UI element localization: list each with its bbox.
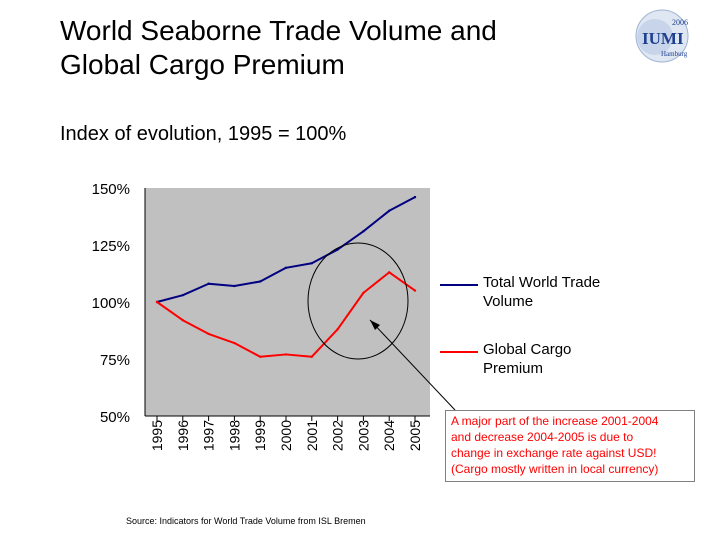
data-point <box>155 300 159 304</box>
legend-label: Volume <box>483 293 533 310</box>
data-point <box>362 230 365 233</box>
source-note: Source: Indicators for World Trade Volum… <box>126 516 366 526</box>
data-point <box>362 291 365 295</box>
x-tick-label: 1996 <box>175 420 191 451</box>
data-point <box>284 266 288 269</box>
data-point <box>284 353 288 356</box>
annotation-arrowhead <box>370 320 380 330</box>
annotation-line-2: and decrease 2004-2005 is due to <box>451 430 634 444</box>
annotation-line-3: change in exchange rate against USD! <box>451 446 657 460</box>
data-point <box>388 209 391 212</box>
title-line-1: World Seaborne Trade Volume and <box>60 15 497 46</box>
data-point <box>233 284 236 288</box>
y-tick-label: 50% <box>100 409 130 426</box>
data-point <box>388 271 391 274</box>
x-tick-label: 1997 <box>201 420 217 451</box>
data-point <box>259 280 262 283</box>
data-point <box>207 282 210 285</box>
annotation-circle <box>307 242 409 360</box>
data-point <box>181 293 184 297</box>
data-point <box>207 332 210 336</box>
x-tick-label: 2000 <box>278 420 294 451</box>
slide-subtitle: Index of evolution, 1995 = 100% <box>60 123 347 145</box>
x-tick-label: 2005 <box>407 420 423 451</box>
data-point <box>181 319 184 322</box>
logo-city: Hamburg <box>661 50 688 58</box>
data-point <box>233 341 236 345</box>
annotation-line-1: A major part of the increase 2001-2004 <box>451 414 659 428</box>
legend-label: Global Cargo <box>483 341 571 358</box>
y-tick-label: 125% <box>92 238 130 255</box>
x-tick-label: 2003 <box>355 420 371 451</box>
logo-year: 2006 <box>672 18 688 27</box>
slide-title: World Seaborne Trade Volume and Global C… <box>60 14 620 82</box>
data-point <box>310 262 313 265</box>
y-tick-label: 150% <box>92 181 130 198</box>
y-tick-label: 75% <box>100 352 130 369</box>
data-point <box>310 355 313 358</box>
x-tick-label: 2004 <box>381 420 397 451</box>
data-point <box>259 355 262 358</box>
iumi-logo: 2006 IUMI Hamburg <box>635 9 689 63</box>
x-tick-label: 1995 <box>149 420 165 451</box>
data-point <box>413 195 417 199</box>
legend-label: Total World Trade <box>483 274 600 291</box>
x-tick-label: 1998 <box>226 420 242 451</box>
annotation-line-4: (Cargo mostly written in local currency) <box>451 462 659 476</box>
logo-wordmark: IUMI <box>642 29 684 48</box>
title-line-2: Global Cargo Premium <box>60 49 345 80</box>
data-point <box>413 289 417 292</box>
data-point <box>336 328 339 331</box>
annotation-arrow <box>369 319 456 411</box>
legend-label: Premium <box>483 360 543 377</box>
y-tick-label: 100% <box>92 295 130 312</box>
x-tick-label: 1999 <box>252 420 268 451</box>
data-point <box>336 248 339 251</box>
x-tick-label: 2001 <box>304 420 320 451</box>
x-tick-label: 2002 <box>330 420 346 451</box>
plot-area <box>145 188 430 416</box>
annotation-note: A major part of the increase 2001-2004 a… <box>445 410 695 482</box>
